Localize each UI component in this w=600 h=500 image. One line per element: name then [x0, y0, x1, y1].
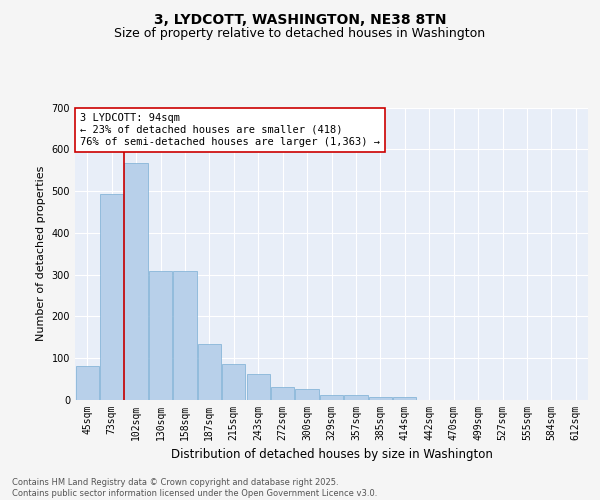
- X-axis label: Distribution of detached houses by size in Washington: Distribution of detached houses by size …: [170, 448, 493, 462]
- Bar: [344, 395, 368, 400]
- Text: Size of property relative to detached houses in Washington: Size of property relative to detached ho…: [115, 28, 485, 40]
- Text: 3, LYDCOTT, WASHINGTON, NE38 8TN: 3, LYDCOTT, WASHINGTON, NE38 8TN: [154, 12, 446, 26]
- Bar: [369, 396, 392, 400]
- Text: 3 LYDCOTT: 94sqm
← 23% of detached houses are smaller (418)
76% of semi-detached: 3 LYDCOTT: 94sqm ← 23% of detached house…: [80, 114, 380, 146]
- Text: Contains HM Land Registry data © Crown copyright and database right 2025.
Contai: Contains HM Land Registry data © Crown c…: [12, 478, 377, 498]
- Bar: [222, 364, 245, 400]
- Bar: [320, 395, 343, 400]
- Bar: [198, 344, 221, 400]
- Bar: [271, 388, 294, 400]
- Bar: [149, 272, 172, 400]
- Bar: [247, 374, 270, 400]
- Bar: [295, 388, 319, 400]
- Y-axis label: Number of detached properties: Number of detached properties: [36, 166, 46, 342]
- Bar: [124, 163, 148, 400]
- Bar: [100, 194, 123, 400]
- Bar: [173, 272, 197, 400]
- Bar: [76, 366, 99, 400]
- Bar: [393, 396, 416, 400]
